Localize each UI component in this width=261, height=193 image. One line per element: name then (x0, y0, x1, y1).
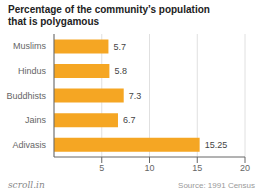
svg-text:Jains: Jains (25, 115, 47, 125)
svg-text:20: 20 (240, 163, 250, 173)
html-text:Source: 1991 Census: Source: 1991 Census (178, 181, 255, 190)
svg-text:15.25: 15.25 (205, 140, 228, 150)
html-text:scroll.in: scroll.in (8, 180, 45, 190)
svg-text:Hindus: Hindus (18, 66, 47, 76)
svg-text:5: 5 (99, 163, 104, 173)
html-text:Percentage of the community’s: Percentage of the community’s population (8, 4, 210, 15)
svg-text:5.7: 5.7 (113, 42, 126, 52)
svg-text:Adivasis: Adivasis (12, 140, 46, 150)
html-text:that is polygamous: that is polygamous (8, 16, 100, 27)
svg-text:10: 10 (144, 163, 154, 173)
svg-text:7.3: 7.3 (129, 91, 142, 101)
svg-text:6.7: 6.7 (123, 115, 136, 125)
svg-text:5.8: 5.8 (114, 66, 127, 76)
svg-text:Buddhists: Buddhists (8, 91, 46, 101)
svg-text:15: 15 (192, 163, 202, 173)
svg-text:Muslims: Muslims (13, 41, 46, 51)
